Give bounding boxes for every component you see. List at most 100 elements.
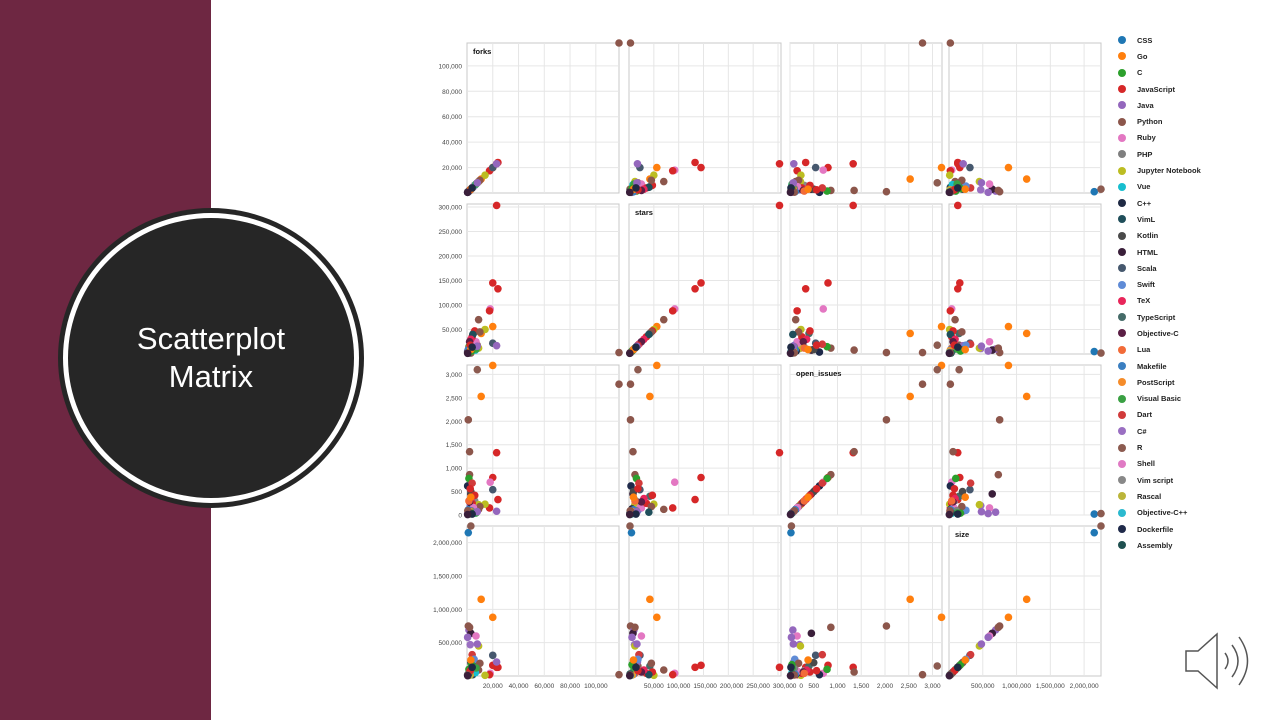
- x-tick-label: 500: [808, 683, 819, 690]
- legend-item[interactable]: HTML: [1118, 244, 1201, 260]
- y-tick-label: 3,000: [446, 372, 463, 379]
- data-point: [953, 285, 962, 293]
- data-point: [945, 510, 954, 519]
- legend-item[interactable]: C: [1118, 65, 1201, 81]
- data-point: [629, 447, 637, 456]
- data-point: [799, 337, 808, 346]
- legend-item[interactable]: Java: [1118, 97, 1201, 113]
- data-point: [882, 348, 891, 357]
- data-point: [958, 487, 967, 496]
- legend-item[interactable]: Dart: [1118, 407, 1201, 423]
- legend-item[interactable]: Objective-C++: [1118, 505, 1201, 521]
- data-point: [945, 171, 954, 180]
- data-point: [804, 345, 812, 354]
- data-point: [488, 651, 497, 660]
- data-point: [977, 507, 986, 516]
- data-point: [995, 416, 1004, 424]
- legend-item[interactable]: C++: [1118, 195, 1201, 211]
- variable-label: size: [955, 530, 969, 539]
- x-tick-label: 80,000: [560, 683, 580, 690]
- data-point: [481, 671, 489, 680]
- data-point: [668, 166, 677, 175]
- data-point: [632, 343, 640, 351]
- data-point: [775, 448, 784, 457]
- legend-swatch: [1118, 329, 1126, 338]
- legend-swatch: [1118, 52, 1126, 61]
- legend-item[interactable]: Vim script: [1118, 472, 1201, 488]
- data-point: [775, 201, 784, 210]
- data-point: [961, 493, 970, 501]
- x-tick-label: 20,000: [483, 683, 503, 690]
- x-tick-label: 1,000,000: [1002, 683, 1031, 690]
- legend-item[interactable]: Scala: [1118, 260, 1201, 276]
- data-point: [966, 485, 974, 494]
- data-point: [804, 493, 812, 501]
- legend-item[interactable]: Swift: [1118, 276, 1201, 292]
- legend-item[interactable]: Ruby: [1118, 130, 1201, 146]
- data-point: [918, 39, 927, 47]
- data-point: [488, 361, 497, 370]
- legend-item[interactable]: CSS: [1118, 32, 1201, 48]
- data-point: [468, 663, 476, 672]
- legend-item[interactable]: Vue: [1118, 179, 1201, 195]
- data-point: [811, 651, 820, 660]
- x-tick-label: 100,000: [667, 683, 691, 690]
- data-point: [1004, 361, 1013, 370]
- legend-item[interactable]: Python: [1118, 113, 1201, 129]
- legend-item[interactable]: VimL: [1118, 211, 1201, 227]
- legend-item[interactable]: Lua: [1118, 342, 1201, 358]
- data-point: [492, 658, 501, 666]
- data-point: [1022, 392, 1031, 401]
- legend-item[interactable]: Shell: [1118, 456, 1201, 472]
- legend-swatch: [1118, 362, 1126, 371]
- legend-item[interactable]: TeX: [1118, 293, 1201, 309]
- data-point: [691, 158, 699, 167]
- legend-swatch: [1118, 508, 1126, 517]
- legend-label: C++: [1137, 198, 1152, 208]
- legend-label: TypeScript: [1137, 312, 1176, 322]
- legend-swatch: [1118, 85, 1126, 94]
- data-point: [1097, 349, 1105, 357]
- legend-swatch: [1118, 264, 1126, 273]
- legend-item[interactable]: C#: [1118, 423, 1201, 439]
- legend-item[interactable]: Makefile: [1118, 358, 1201, 374]
- data-point: [956, 279, 964, 287]
- legend-item[interactable]: Visual Basic: [1118, 391, 1201, 407]
- legend-item[interactable]: TypeScript: [1118, 309, 1201, 325]
- data-point: [804, 185, 812, 193]
- data-point: [977, 342, 986, 350]
- data-point: [823, 474, 831, 483]
- legend-item[interactable]: Jupyter Notebook: [1118, 162, 1201, 178]
- x-tick-label: 50,000: [644, 683, 664, 690]
- legend-item[interactable]: Kotlin: [1118, 228, 1201, 244]
- data-point: [961, 656, 970, 664]
- data-point: [794, 659, 803, 668]
- data-point: [626, 522, 634, 530]
- legend-label: Java: [1137, 100, 1154, 110]
- y-tick-label: 2,000: [446, 419, 463, 426]
- x-tick-label: 500,000: [971, 683, 995, 690]
- data-point: [787, 663, 795, 672]
- legend-swatch: [1118, 410, 1126, 419]
- legend-item[interactable]: Dockerfile: [1118, 521, 1201, 537]
- legend-label: Shell: [1137, 459, 1155, 469]
- data-point: [637, 632, 646, 640]
- legend-item[interactable]: JavaScript: [1118, 81, 1201, 97]
- legend-item[interactable]: PHP: [1118, 146, 1201, 162]
- data-point: [945, 188, 954, 197]
- data-point: [933, 662, 942, 670]
- y-tick-label: 0: [458, 513, 462, 520]
- data-point: [984, 509, 992, 518]
- legend-item[interactable]: Go: [1118, 48, 1201, 64]
- data-point: [906, 595, 914, 604]
- legend-item[interactable]: R: [1118, 439, 1201, 455]
- data-point: [1097, 509, 1105, 518]
- data-point: [849, 201, 857, 210]
- speaker-icon[interactable]: [1184, 630, 1256, 692]
- data-point: [632, 510, 640, 518]
- legend-item[interactable]: PostScript: [1118, 374, 1201, 390]
- legend-item[interactable]: Rascal: [1118, 488, 1201, 504]
- legend-item[interactable]: Assembly: [1118, 537, 1201, 553]
- data-point: [791, 315, 800, 324]
- legend-item[interactable]: Objective-C: [1118, 325, 1201, 341]
